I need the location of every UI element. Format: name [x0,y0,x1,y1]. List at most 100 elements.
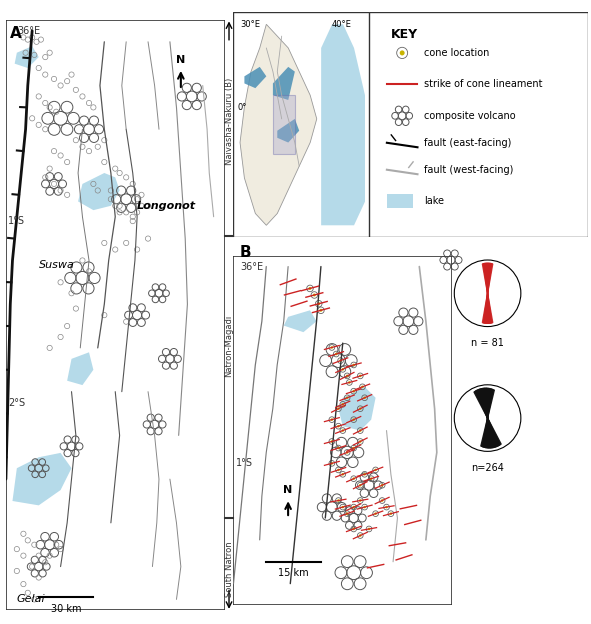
Text: 36°E: 36°E [240,262,263,272]
Circle shape [374,469,377,471]
Polygon shape [484,388,488,418]
Text: lake: lake [424,196,444,206]
Circle shape [339,359,342,362]
Circle shape [335,353,337,355]
Bar [273,95,295,154]
Polygon shape [488,389,493,418]
Circle shape [363,506,366,509]
Polygon shape [488,389,490,418]
Text: 0°: 0° [238,102,247,112]
Polygon shape [485,293,488,323]
Circle shape [363,396,366,399]
Polygon shape [488,293,492,323]
Circle shape [330,462,333,465]
Polygon shape [488,418,496,447]
Circle shape [337,407,340,410]
Circle shape [342,403,344,406]
Polygon shape [479,389,488,418]
Polygon shape [488,293,490,323]
Polygon shape [387,195,413,208]
FancyBboxPatch shape [369,12,588,237]
Polygon shape [483,263,488,293]
Polygon shape [478,389,488,418]
Polygon shape [488,418,497,447]
Text: 30 km: 30 km [51,604,82,614]
Circle shape [330,346,333,349]
Text: 2°S: 2°S [8,397,25,407]
Polygon shape [485,263,488,293]
Circle shape [359,534,362,537]
Text: N: N [176,55,186,65]
Circle shape [389,512,392,515]
Text: fault (west-facing): fault (west-facing) [424,165,514,175]
Polygon shape [481,388,488,418]
Text: n = 81: n = 81 [471,338,504,348]
Circle shape [346,396,349,399]
Polygon shape [488,263,491,293]
Polygon shape [488,418,500,446]
Polygon shape [12,453,72,505]
Text: 15 km: 15 km [278,568,309,578]
Polygon shape [488,418,498,447]
Polygon shape [240,24,317,225]
Text: 30°E: 30°E [240,19,260,29]
Text: n=264: n=264 [471,463,504,473]
Circle shape [370,477,372,480]
Text: Natron-Magadi: Natron-Magadi [225,314,233,376]
Circle shape [352,528,355,530]
Polygon shape [477,389,488,418]
Circle shape [346,374,349,377]
Text: 40°E: 40°E [332,19,352,29]
Polygon shape [488,293,491,323]
Text: Naivasha-Nakuru (B): Naivasha-Nakuru (B) [225,78,233,165]
Circle shape [352,477,355,480]
Circle shape [330,418,333,421]
Polygon shape [487,418,489,448]
Text: N: N [284,485,293,495]
Text: 36°E: 36°E [17,26,40,36]
Circle shape [342,429,344,432]
Polygon shape [482,263,488,293]
Circle shape [313,293,316,296]
Text: South Natron: South Natron [225,542,233,597]
Circle shape [317,302,320,305]
Text: A: A [10,26,22,41]
Circle shape [359,440,362,443]
Circle shape [359,499,362,502]
Polygon shape [485,418,488,447]
Circle shape [359,407,362,410]
Text: Suswa: Suswa [39,260,74,270]
Text: KEY: KEY [391,28,418,41]
Circle shape [381,484,384,487]
Circle shape [359,429,362,432]
Polygon shape [488,263,490,293]
Circle shape [342,368,344,371]
Circle shape [320,309,322,312]
Polygon shape [475,390,488,418]
Polygon shape [15,46,39,68]
Circle shape [352,418,355,421]
Polygon shape [321,24,365,225]
Circle shape [337,499,340,502]
Circle shape [352,364,355,366]
Polygon shape [488,418,491,448]
Circle shape [359,484,362,487]
Polygon shape [488,418,501,446]
Text: Longonot: Longonot [137,201,196,211]
Polygon shape [488,418,492,448]
Polygon shape [284,310,317,332]
FancyBboxPatch shape [233,256,452,605]
FancyBboxPatch shape [233,12,369,237]
Circle shape [368,528,371,530]
Circle shape [337,425,340,427]
Text: fault (east-facing): fault (east-facing) [424,138,511,148]
Polygon shape [486,293,489,323]
Polygon shape [486,388,488,418]
Polygon shape [484,418,488,447]
Circle shape [385,506,388,509]
Polygon shape [474,391,488,418]
Polygon shape [488,389,494,418]
Circle shape [346,451,349,454]
Circle shape [352,447,355,449]
Polygon shape [488,418,494,448]
